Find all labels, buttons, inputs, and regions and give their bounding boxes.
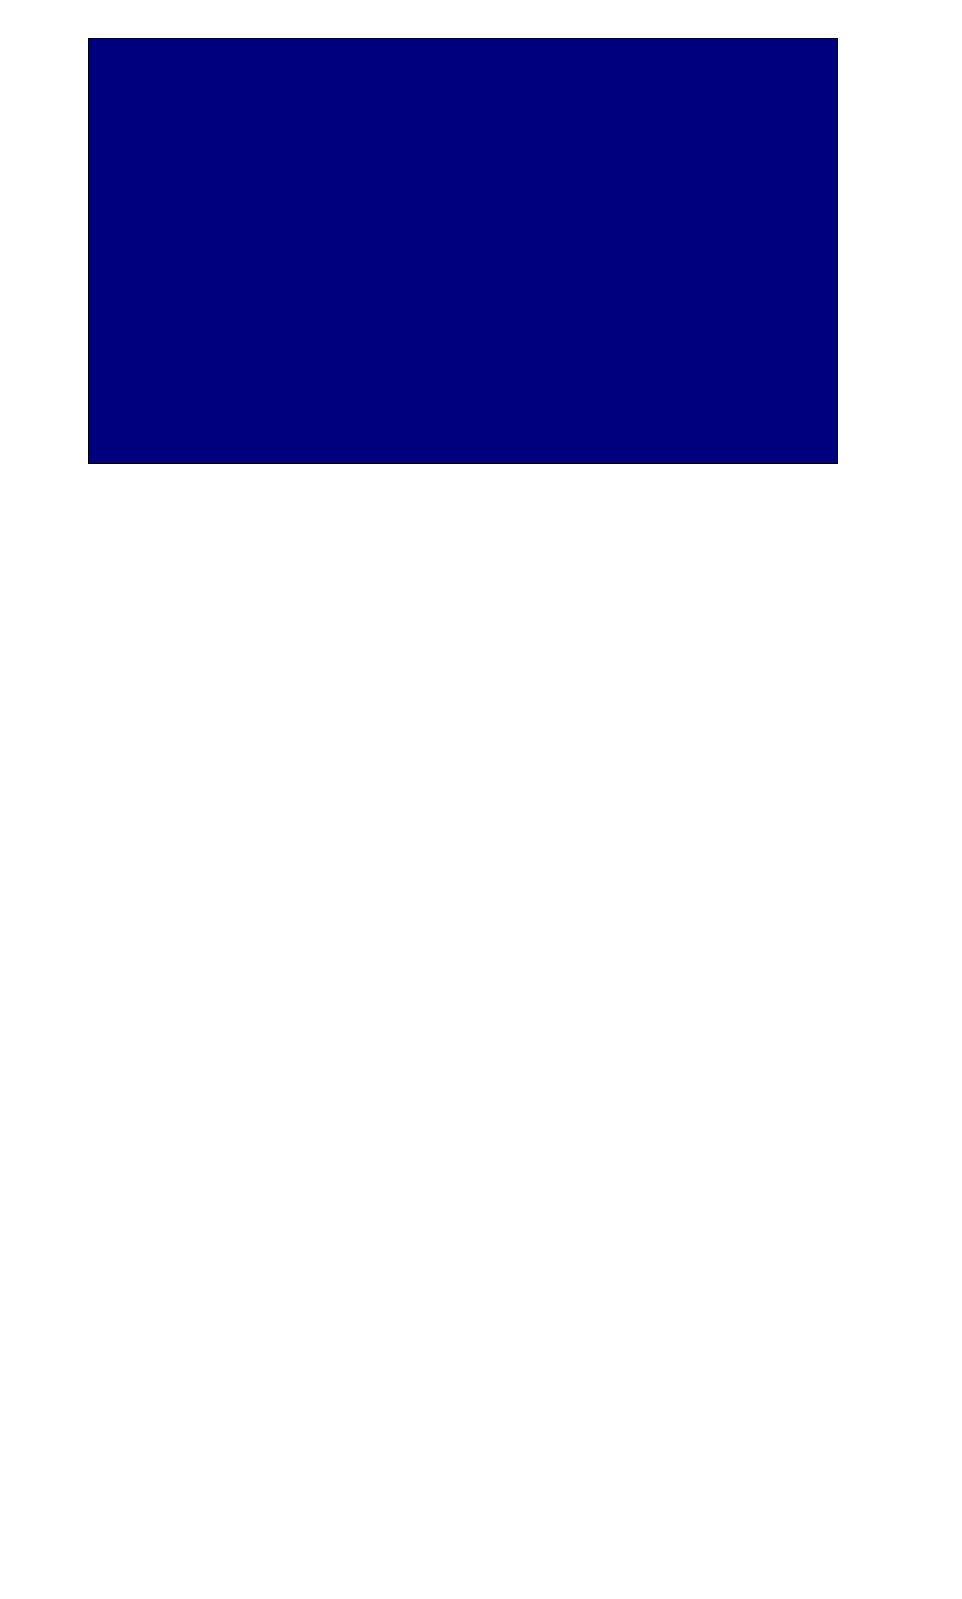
spectrogram-image-fib-e [89, 39, 837, 463]
plot-area-fib-e[interactable] [88, 38, 838, 464]
